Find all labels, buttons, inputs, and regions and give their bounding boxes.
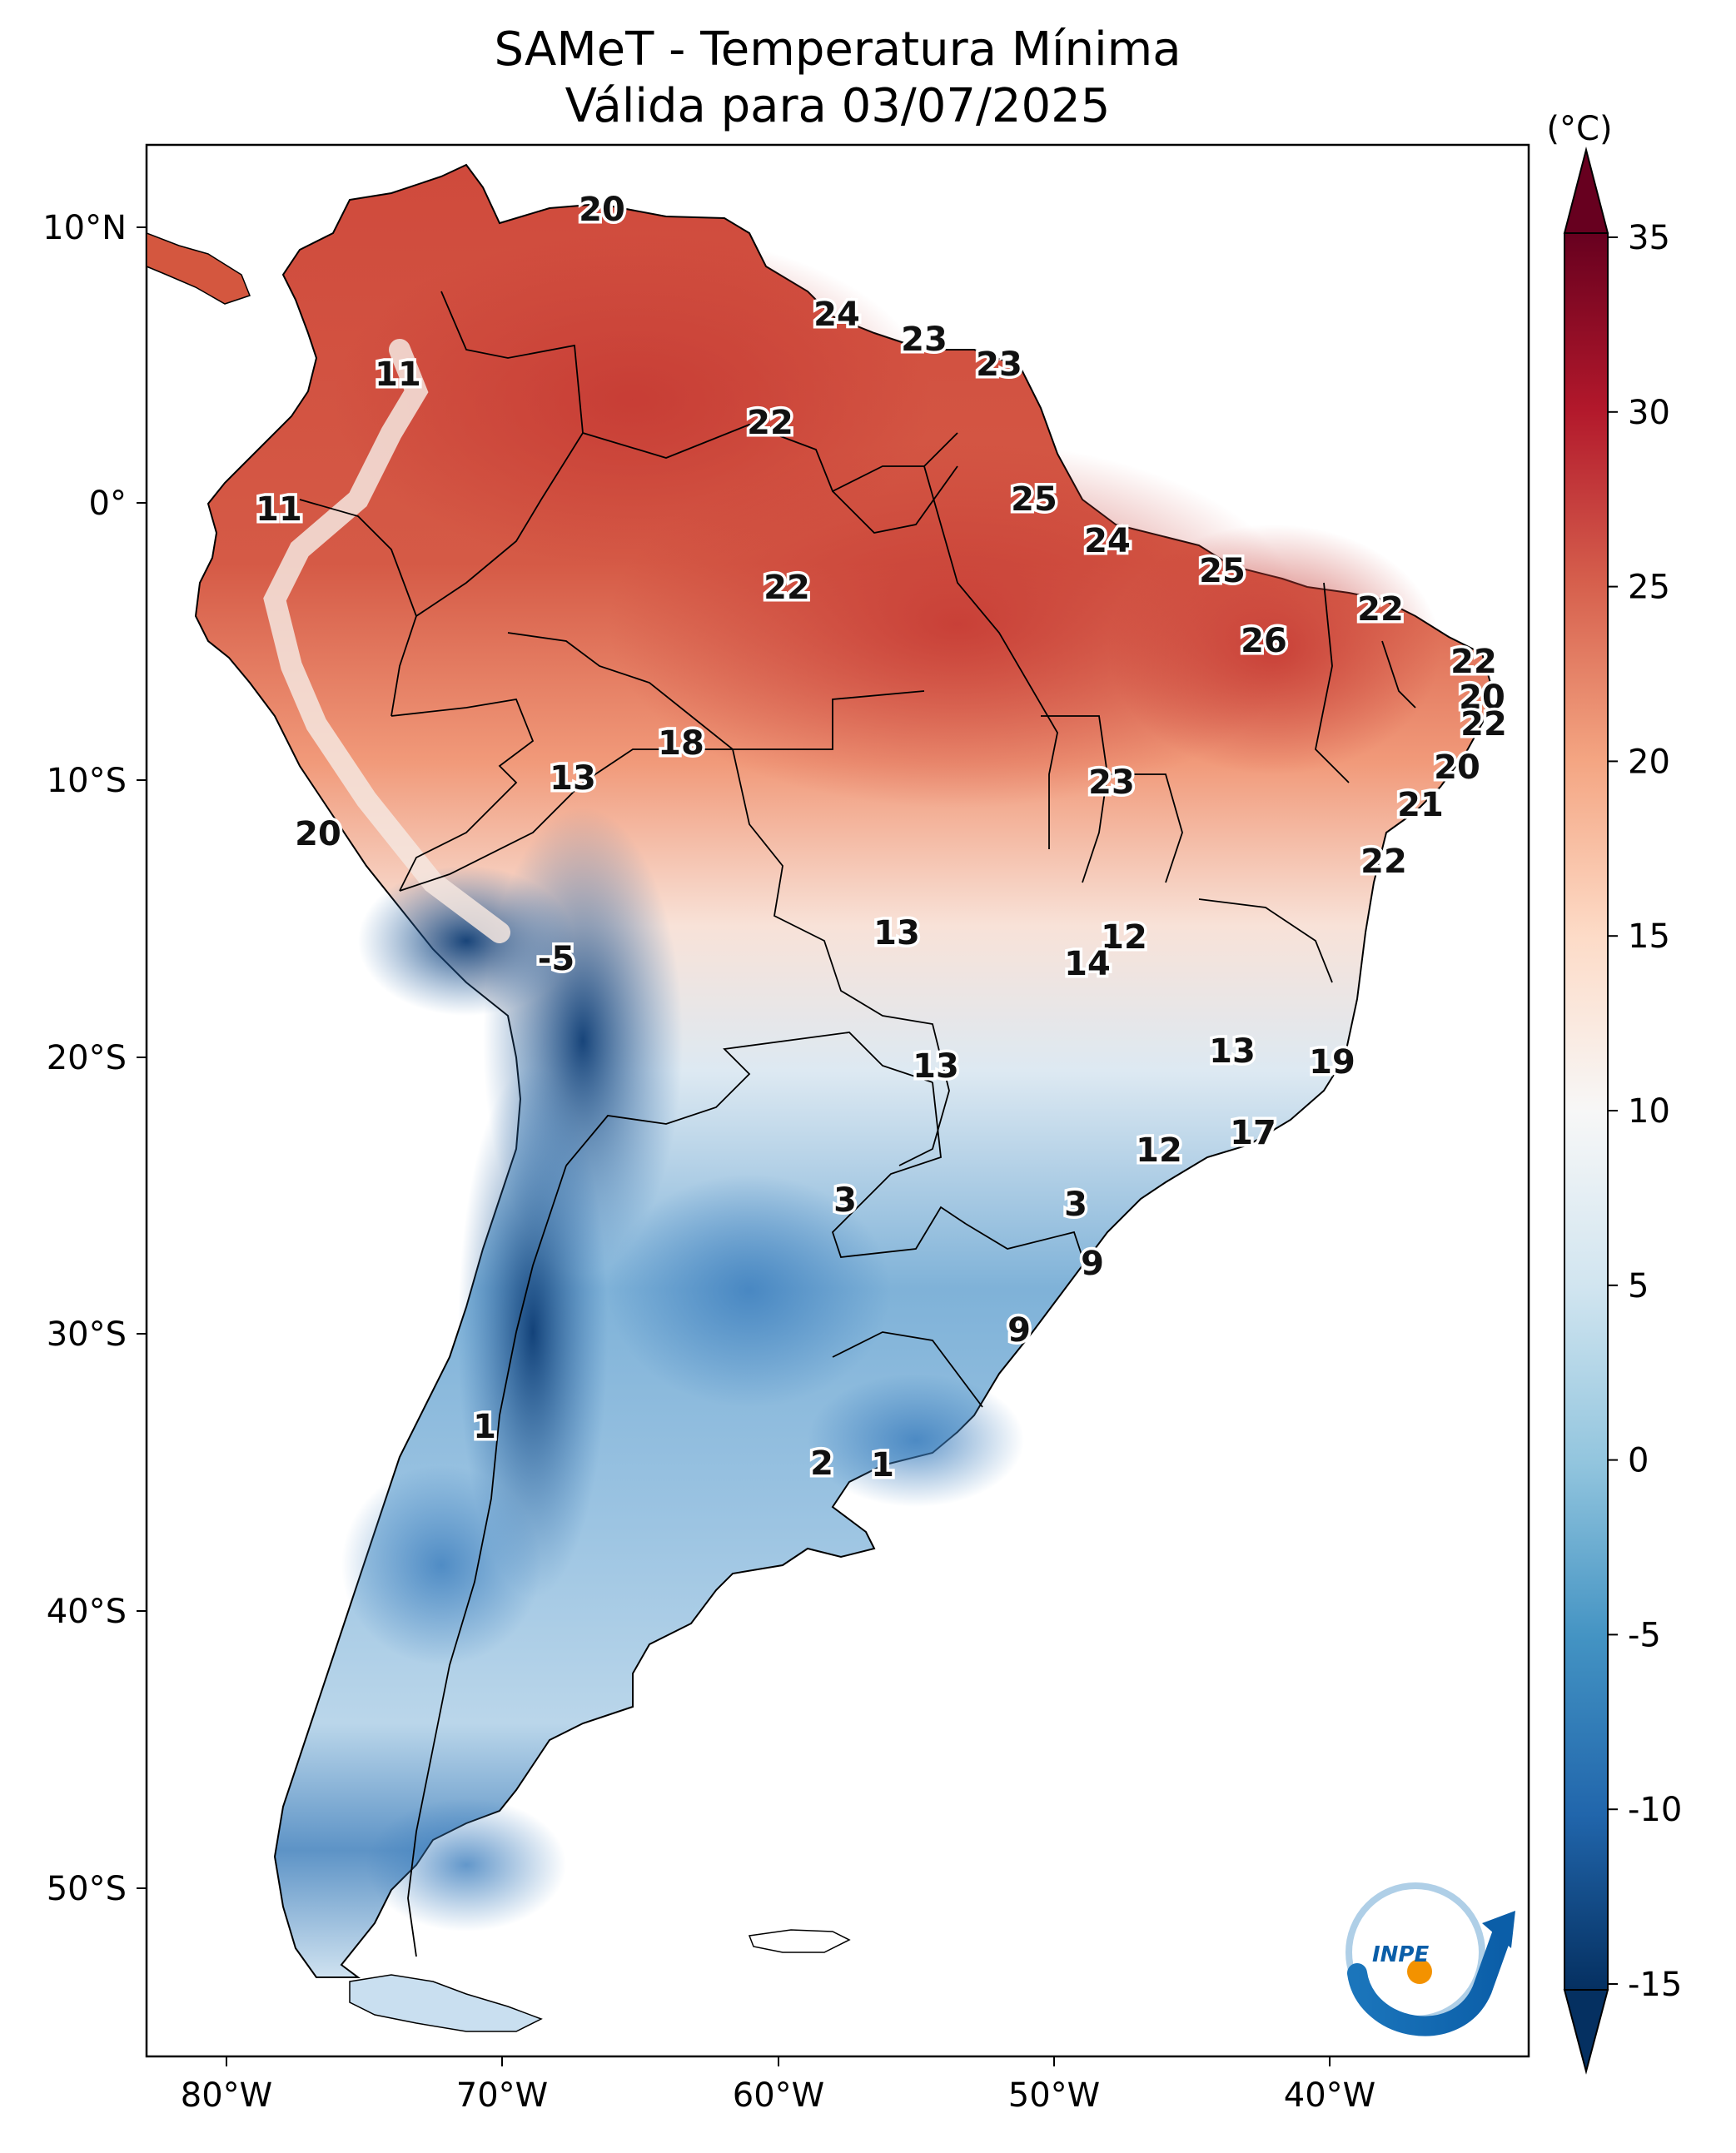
temperature-label: 1: [871, 1446, 894, 1484]
colorbar-tick-label: 0: [1628, 1442, 1649, 1480]
temperature-label: 9: [1007, 1311, 1031, 1350]
temperature-label: 24: [1084, 522, 1131, 560]
colorbar-max-arrow: [1563, 147, 1609, 234]
temperature-label: 23: [901, 321, 948, 359]
colorbar-min-arrow: [1563, 1989, 1609, 2075]
temperature-label: 22: [1450, 643, 1497, 681]
temperature-label: 18: [658, 724, 704, 763]
temperature-label: 20: [1434, 748, 1480, 787]
temperature-label: 9: [1081, 1245, 1104, 1283]
country-borders: [299, 291, 1416, 1957]
temperature-field: [263, 233, 1440, 1932]
inpe-arrow-icon: [1347, 1922, 1513, 2036]
map-title: SAMeT - Temperatura Mínima: [494, 22, 1181, 77]
temperature-label: 3: [833, 1181, 857, 1220]
temperature-label: 25: [1199, 552, 1246, 590]
temperature-label: 13: [1209, 1032, 1256, 1071]
lat-tick-label: 50°S: [47, 1870, 127, 1908]
lat-tick-label: 10°S: [47, 762, 127, 800]
central-america-land: [147, 232, 251, 305]
colorbar-tick-label: 25: [1628, 569, 1670, 607]
map-subtitle: Válida para 03/07/2025: [565, 79, 1111, 133]
tierra-del-fuego: [349, 1974, 543, 2032]
colorbar-tick-label: 5: [1628, 1267, 1649, 1305]
lon-tick-label: 70°W: [456, 2076, 548, 2115]
temperature-label: 13: [550, 759, 596, 798]
temperature-label: 23: [1088, 763, 1135, 802]
lat-tick-label: 30°S: [47, 1315, 127, 1354]
lat-tick-label: 10°N: [42, 209, 127, 247]
temperature-label: 12: [1101, 918, 1147, 957]
lon-tick-label: 50°W: [1008, 2076, 1100, 2115]
colorbar-tick-label: 35: [1628, 219, 1670, 257]
temperature-label: 2: [810, 1444, 833, 1483]
colorbar-tick-label: 20: [1628, 743, 1670, 781]
colorbar-bar: [1564, 232, 1609, 1991]
colorbar-unit: (°C): [1546, 110, 1612, 148]
temperature-label: 20: [1459, 679, 1505, 717]
temperature-label: 20: [579, 191, 625, 229]
temperature-label: 22: [747, 404, 793, 442]
lat-tick-label: 0°: [89, 485, 127, 523]
falkland-islands: [748, 1929, 851, 1953]
temperature-label: 25: [1011, 480, 1057, 519]
temperature-label: 3: [1064, 1186, 1087, 1224]
temperature-label: 22: [1360, 843, 1407, 881]
temperature-label: 22: [1460, 705, 1507, 743]
lat-tick-label: 20°S: [47, 1039, 127, 1077]
colorbar: 35 30 25 20 15 10 5 0 -5 -10 -15 (°C): [1546, 110, 1682, 2075]
temperature-label: 23: [976, 346, 1022, 384]
lat-tick-label: 40°S: [47, 1593, 127, 1631]
temperature-label: 13: [913, 1047, 959, 1086]
temperature-label: 1: [473, 1408, 496, 1446]
inpe-arrowhead-icon: [1482, 1911, 1515, 1948]
temperature-label: 11: [375, 356, 421, 394]
temperature-label: 20: [295, 815, 341, 853]
temperature-label: 12: [1136, 1131, 1182, 1170]
temperature-label: -5: [538, 940, 575, 978]
temperature-label: 13: [873, 914, 920, 952]
temperature-label: 14: [1064, 945, 1111, 983]
colorbar-tick-label: 10: [1628, 1092, 1670, 1131]
inpe-wordmark: INPE: [1372, 1942, 1429, 1967]
temperature-label: 22: [1357, 590, 1404, 629]
temperature-label: 19: [1309, 1043, 1355, 1081]
map-axes: 80°W 70°W 60°W 50°W 40°W 10°N 0° 10°S 20°S 30°S 40…: [42, 209, 1375, 2115]
colorbar-tick-label: 15: [1628, 917, 1670, 956]
colorbar-tick-label: -5: [1628, 1616, 1661, 1654]
lon-tick-label: 40°W: [1284, 2076, 1375, 2115]
temperature-label: 24: [813, 296, 860, 334]
colorbar-tick-label: -10: [1628, 1791, 1682, 1829]
temperature-label: 22: [764, 569, 810, 607]
temperature-label: 21: [1397, 786, 1444, 824]
lon-tick-label: 60°W: [733, 2076, 824, 2115]
inpe-sun-icon: [1407, 1959, 1432, 1984]
temperature-label: 11: [256, 490, 302, 529]
lon-tick-label: 80°W: [181, 2076, 272, 2115]
colorbar-tick-label: 30: [1628, 394, 1670, 432]
temperature-label: 17: [1230, 1114, 1276, 1152]
colorbar-tick-label: -15: [1628, 1966, 1682, 2004]
inpe-logo: INPE: [1346, 1882, 1515, 2036]
temperature-label: 26: [1241, 622, 1287, 660]
